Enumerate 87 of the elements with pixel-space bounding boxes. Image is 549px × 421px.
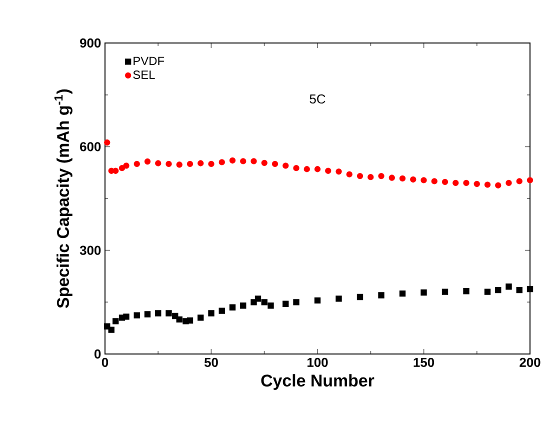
point (104, 139, 110, 146)
x-tick-label: 0 (102, 358, 108, 367)
point (399, 290, 406, 297)
point (431, 178, 438, 184)
y-tick-label: 0 (94, 349, 101, 359)
point (134, 312, 140, 318)
point (282, 162, 289, 169)
point (314, 297, 321, 304)
point (186, 160, 194, 168)
point (356, 294, 364, 300)
point (186, 317, 194, 324)
point (166, 310, 172, 316)
point (176, 316, 182, 323)
point (293, 165, 300, 172)
point (442, 288, 448, 295)
point (144, 311, 151, 318)
point (378, 172, 384, 180)
point (442, 178, 448, 186)
point (378, 292, 384, 298)
y-tick-label: 900 (80, 38, 101, 48)
y-tick-label: 300 (80, 246, 101, 255)
point (304, 166, 310, 172)
point (118, 165, 126, 172)
point (484, 288, 491, 295)
legend-label: PVDF (134, 56, 164, 66)
point (346, 171, 352, 178)
point (356, 172, 364, 180)
point (495, 286, 502, 294)
point (410, 176, 416, 183)
point (474, 180, 480, 188)
x-tick-label: 50 (204, 358, 218, 367)
point (208, 310, 214, 316)
point (240, 158, 246, 164)
point (484, 182, 491, 188)
point (516, 178, 522, 184)
point (229, 304, 236, 310)
point (388, 174, 395, 181)
point (463, 288, 470, 294)
point (112, 318, 119, 324)
point (282, 300, 289, 307)
point (218, 308, 225, 314)
x-tick-label: 200 (520, 358, 540, 367)
point (166, 160, 172, 168)
point (155, 310, 162, 316)
point (250, 158, 257, 164)
y-axis-title: Specific Capacity (mAh g$^{-1}$) (54, 89, 72, 308)
point (208, 160, 214, 168)
point (123, 162, 130, 169)
point (399, 175, 406, 182)
point (526, 177, 534, 184)
point (293, 299, 300, 306)
point (176, 162, 182, 168)
point (506, 284, 512, 290)
point (254, 296, 262, 302)
point (261, 160, 268, 166)
point (108, 326, 114, 333)
point (463, 180, 470, 186)
point (526, 286, 534, 292)
x-axis-title: Cycle Number (261, 374, 374, 390)
point (229, 157, 236, 164)
point (420, 177, 427, 184)
point (123, 314, 130, 320)
point (336, 168, 342, 175)
point (268, 302, 274, 309)
point (261, 299, 268, 306)
point (516, 286, 522, 294)
point (325, 168, 332, 174)
point (272, 160, 278, 168)
point (506, 180, 512, 186)
annotation: 5C (310, 94, 326, 104)
point (452, 180, 459, 186)
point (218, 159, 225, 166)
point (368, 174, 374, 180)
point (314, 166, 321, 172)
point (420, 289, 427, 296)
point (198, 160, 204, 166)
legend-label: SEL (133, 70, 155, 79)
x-tick-label: 100 (308, 358, 328, 367)
point (495, 182, 502, 188)
y-tick-label: 600 (80, 142, 101, 152)
x-tick-label: 150 (414, 358, 434, 367)
point (144, 158, 151, 165)
point (134, 160, 140, 168)
point (155, 160, 162, 166)
point (240, 302, 246, 309)
point (336, 296, 342, 302)
point (198, 314, 204, 321)
